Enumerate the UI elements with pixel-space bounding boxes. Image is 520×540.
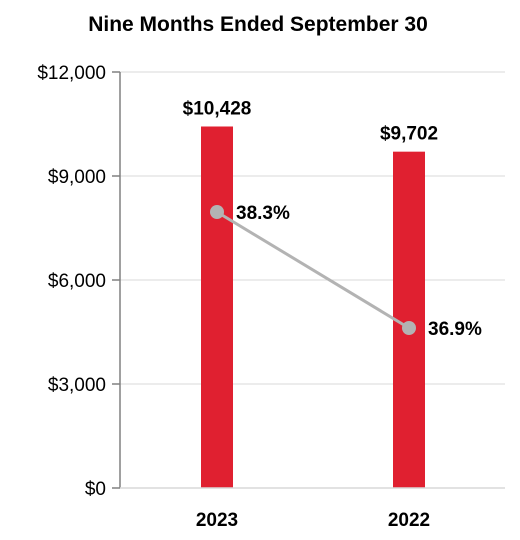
percentage-point: [210, 205, 224, 219]
percentage-point: [402, 321, 416, 335]
x-tick-label: 2023: [196, 510, 238, 531]
chart-title: Nine Months Ended September 30: [88, 13, 428, 36]
bar-series: $10,428 $9,702: [183, 98, 438, 488]
percentage-label: 38.3%: [236, 203, 290, 224]
percentage-line: [216, 210, 410, 330]
y-tick-label: $6,000: [48, 271, 106, 292]
gridlines: [120, 71, 505, 385]
y-tick-label: $3,000: [48, 375, 106, 396]
bar-value-label: $9,702: [380, 124, 438, 145]
percentage-label: 36.9%: [428, 319, 482, 340]
x-axis: 2023 2022: [120, 487, 505, 531]
bar-value-label: $10,428: [183, 98, 252, 119]
y-tick-label: $0: [85, 479, 106, 500]
y-axis: $0 $3,000 $6,000 $9,000 $12,000: [37, 63, 121, 500]
bar-2023: [201, 126, 233, 488]
percentage-line-series: 38.3% 36.9%: [210, 203, 482, 340]
y-tick-label: $12,000: [37, 63, 106, 84]
x-tick-label: 2022: [388, 510, 430, 531]
y-tick-label: $9,000: [48, 167, 106, 188]
